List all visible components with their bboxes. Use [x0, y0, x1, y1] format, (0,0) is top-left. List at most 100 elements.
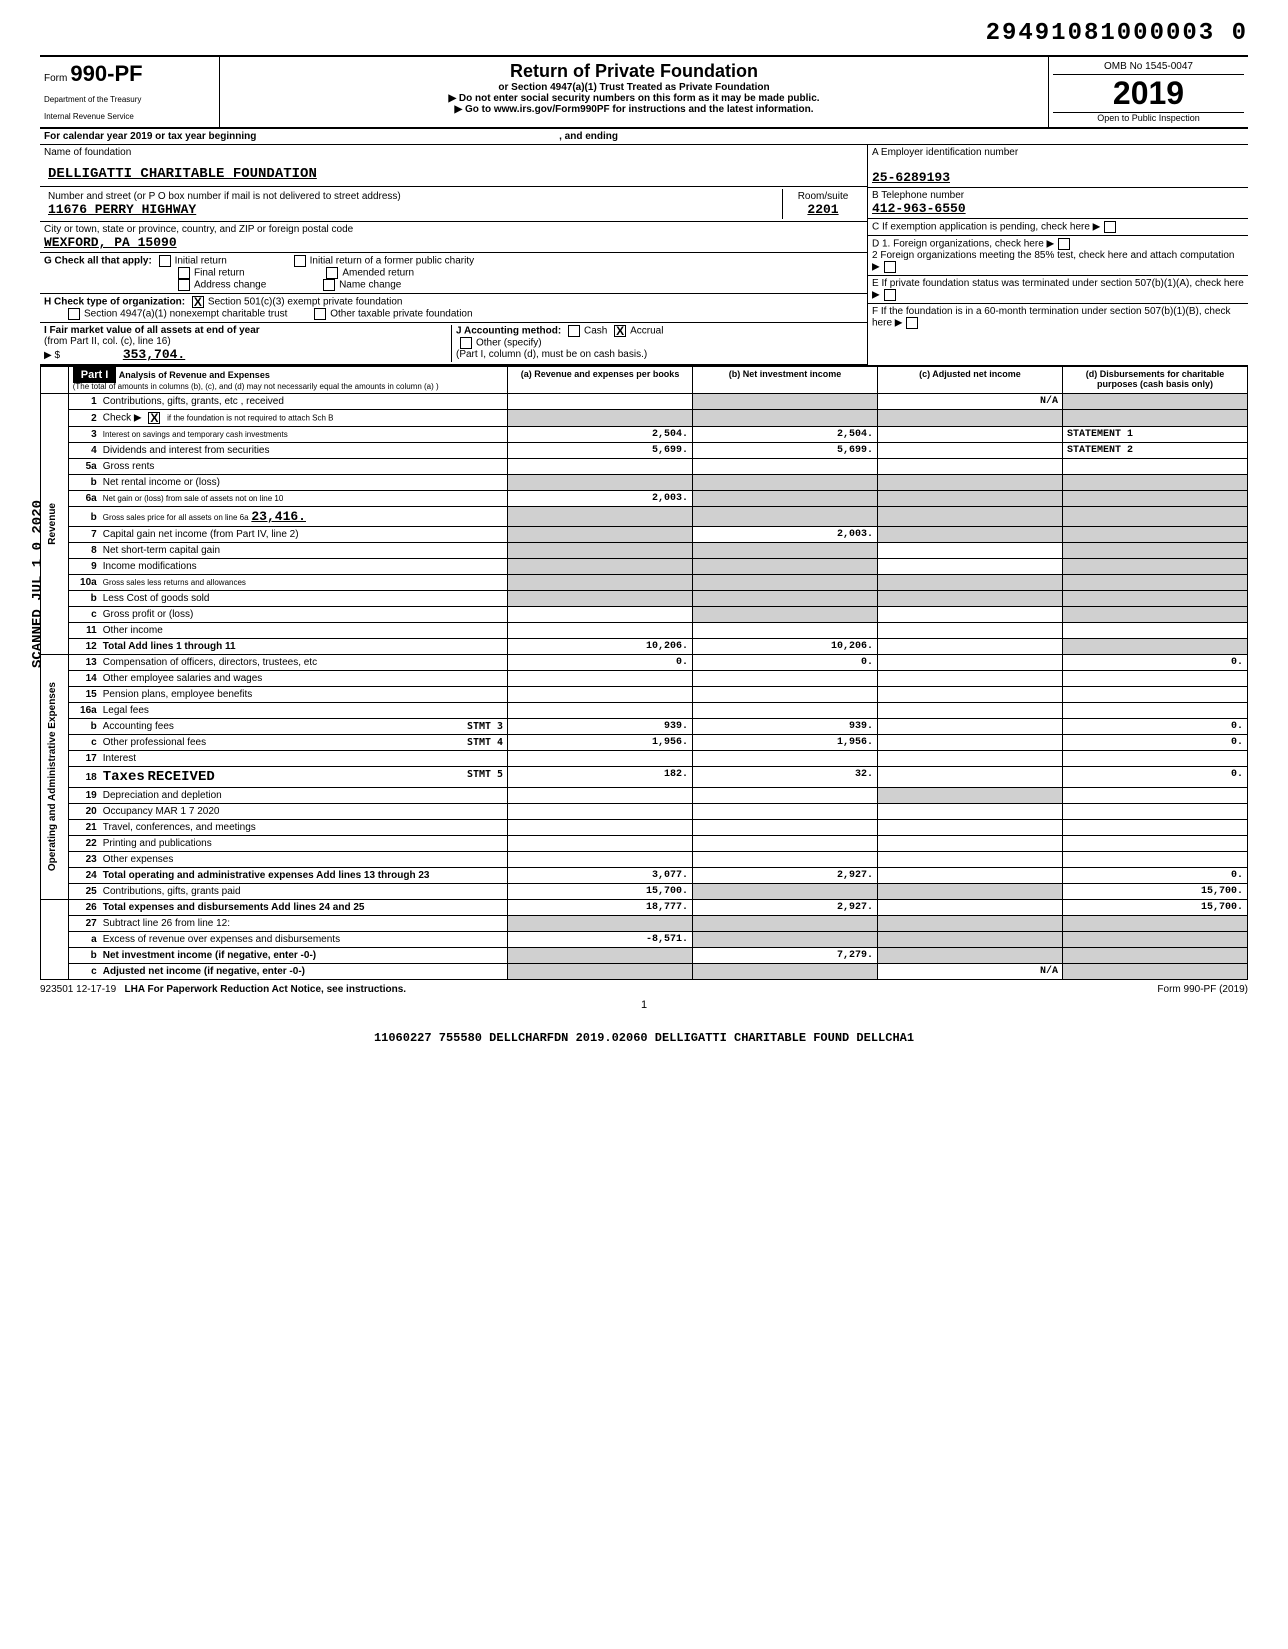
line-16c-b: 1,956.: [693, 735, 878, 751]
footer-bottom: 11060227 755580 DELLCHARFDN 2019.02060 D…: [40, 1031, 1248, 1045]
checkbox-cash[interactable]: [568, 325, 580, 337]
checkbox-f[interactable]: [906, 317, 918, 329]
line-16a: Legal fees: [103, 705, 149, 716]
line-25-d: 15,700.: [1062, 884, 1247, 900]
line-16c: Other professional fees: [103, 737, 206, 748]
checkbox-name-change[interactable]: [323, 279, 335, 291]
cal-year-label: For calendar year 2019 or tax year begin…: [44, 131, 256, 142]
line-27a-a: -8,571.: [508, 932, 693, 948]
line-3-d: STATEMENT 1: [1062, 427, 1247, 443]
checkbox-final-return[interactable]: [178, 267, 190, 279]
address-change-label: Address change: [194, 280, 266, 291]
line-12-a: 10,206.: [508, 639, 693, 655]
line-7: Capital gain net income (from Part IV, l…: [103, 529, 299, 540]
line-22: Printing and publications: [103, 838, 212, 849]
line-12: Total Add lines 1 through 11: [103, 641, 236, 652]
ein-label: A Employer identification number: [872, 147, 1244, 158]
checkbox-initial-return[interactable]: [159, 255, 171, 267]
calendar-year-row: For calendar year 2019 or tax year begin…: [40, 129, 1248, 145]
d2-label: 2 Foreign organizations meeting the 85% …: [872, 250, 1234, 261]
footer-code: 923501 12-17-19: [40, 984, 116, 995]
line-6b-val: 23,416.: [251, 509, 306, 524]
form-number: 990-PF: [70, 61, 142, 86]
line-4-a: 5,699.: [508, 443, 693, 459]
phone-label: B Telephone number: [872, 190, 1244, 201]
line-6a: Net gain or (loss) from sale of assets n…: [103, 494, 284, 503]
expenses-section-label: Operating and Administrative Expenses: [45, 678, 60, 875]
line-24: Total operating and administrative expen…: [103, 870, 430, 881]
checkbox-4947[interactable]: [68, 308, 80, 320]
amended-label: Amended return: [342, 268, 414, 279]
f-label: F If the foundation is in a 60-month ter…: [872, 306, 1231, 329]
h-4947-label: Section 4947(a)(1) nonexempt charitable …: [84, 309, 287, 320]
checkbox-501c3[interactable]: [192, 296, 204, 308]
form-ref: Form 990-PF (2019): [1157, 984, 1248, 995]
line-16c-stmt: STMT 4: [467, 737, 503, 748]
line-12-b: 10,206.: [693, 639, 878, 655]
line-3: Interest on savings and temporary cash i…: [103, 430, 288, 439]
form-prefix: Form: [44, 73, 67, 84]
phone: 412-963-6550: [872, 201, 1244, 216]
room-suite: 2201: [787, 202, 859, 217]
dept-irs: Internal Revenue Service: [44, 112, 215, 121]
checkbox-initial-former[interactable]: [294, 255, 306, 267]
checkbox-other-method[interactable]: [460, 337, 472, 349]
received-stamp: RECEIVED: [148, 769, 215, 785]
street-address: 11676 PERRY HIGHWAY: [48, 202, 778, 217]
line-26: Total expenses and disbursements Add lin…: [103, 902, 365, 913]
checkbox-address-change[interactable]: [178, 279, 190, 291]
line-26-a: 18,777.: [508, 900, 693, 916]
line-16c-d: 0.: [1062, 735, 1247, 751]
ein: 25-6289193: [872, 170, 1244, 185]
scanned-stamp: SCANNED JUL 1 0 2020: [30, 500, 46, 668]
line-3-a: 2,504.: [508, 427, 693, 443]
line-18-b: 32.: [693, 767, 878, 788]
foundation-name: DELLIGATTI CHARITABLE FOUNDATION: [44, 158, 863, 184]
city-label: City or town, state or province, country…: [44, 224, 863, 235]
line-16b-b: 939.: [693, 719, 878, 735]
line-4-b: 5,699.: [693, 443, 878, 459]
line-10b: Less Cost of goods sold: [103, 593, 210, 604]
line-25: Contributions, gifts, grants paid: [103, 886, 241, 897]
line-2: Check ▶: [103, 413, 142, 424]
instr-1: ▶ Do not enter social security numbers o…: [240, 93, 1028, 104]
c-label: C If exemption application is pending, c…: [872, 222, 1090, 233]
initial-return-label: Initial return: [175, 256, 227, 267]
name-label: Name of foundation: [44, 147, 863, 158]
line-10a: Gross sales less returns and allowances: [103, 578, 246, 587]
dept-treasury: Department of the Treasury: [44, 95, 215, 104]
line-26-b: 2,927.: [693, 900, 878, 916]
checkbox-line2[interactable]: [148, 412, 160, 424]
line-21: Travel, conferences, and meetings: [103, 822, 256, 833]
line-27c: Adjusted net income (if negative, enter …: [103, 966, 305, 977]
and-ending: , and ending: [559, 131, 618, 142]
instr-2: ▶ Go to www.irs.gov/Form990PF for instru…: [240, 104, 1028, 115]
checkbox-d1[interactable]: [1058, 238, 1070, 250]
line-1-c: N/A: [878, 394, 1063, 410]
initial-former-label: Initial return of a former public charit…: [310, 256, 475, 267]
line-27b: Net investment income (if negative, ente…: [103, 950, 316, 961]
line-25-a: 15,700.: [508, 884, 693, 900]
inspection-label: Open to Public Inspection: [1053, 112, 1244, 123]
line-5a: Gross rents: [103, 461, 155, 472]
checkbox-c[interactable]: [1104, 221, 1116, 233]
checkbox-other-taxable[interactable]: [314, 308, 326, 320]
title-box: Return of Private Foundation or Section …: [220, 57, 1048, 127]
line-6a-a: 2,003.: [508, 491, 693, 507]
line-17: Interest: [103, 753, 136, 764]
line-24-d: 0.: [1062, 868, 1247, 884]
h-501c3-label: Section 501(c)(3) exempt private foundat…: [208, 297, 403, 308]
line-9: Income modifications: [103, 561, 197, 572]
line-27: Subtract line 26 from line 12:: [103, 918, 230, 929]
name-change-label: Name change: [339, 280, 401, 291]
j-note: (Part I, column (d), must be on cash bas…: [456, 349, 647, 360]
checkbox-e[interactable]: [884, 289, 896, 301]
checkbox-d2[interactable]: [884, 261, 896, 273]
line-18-stmt: STMT 5: [467, 769, 503, 780]
line-4: Dividends and interest from securities: [103, 445, 270, 456]
checkbox-accrual[interactable]: [614, 325, 626, 337]
line-13: Compensation of officers, directors, tru…: [103, 657, 317, 668]
checkbox-amended[interactable]: [326, 267, 338, 279]
part1-label: Part I: [73, 367, 117, 383]
col-b-header: (b) Net investment income: [693, 367, 878, 394]
